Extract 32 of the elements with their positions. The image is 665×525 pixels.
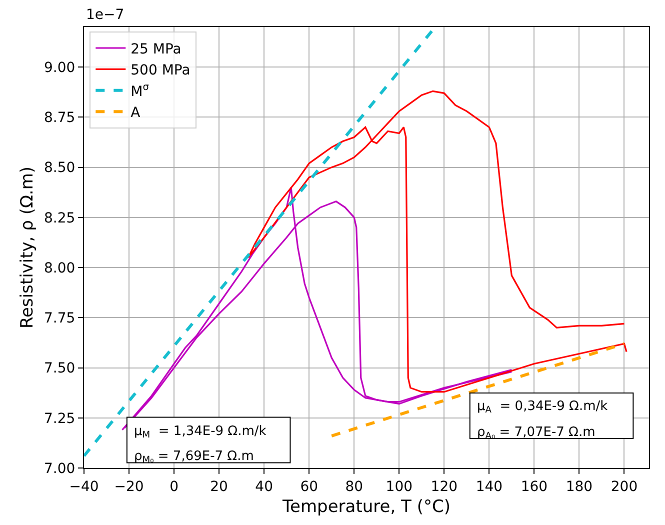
y-tick-label: 7.00 <box>44 460 76 477</box>
text: 1e−7 <box>86 7 124 23</box>
y-tick-label: 7.75 <box>44 310 76 327</box>
legend-label: M$^{σ}$ <box>130 82 149 100</box>
x-tick-label: 180 <box>566 478 593 495</box>
y-tick-label: 8.25 <box>44 210 76 226</box>
x-tick-label: 120 <box>430 478 458 495</box>
y-axis-title: Resistivity, ρ (Ω.m) <box>18 166 38 329</box>
legend-label: 500 MPa <box>130 62 190 79</box>
x-tick-label: 100 <box>386 478 413 495</box>
y-tick-label: 7.50 <box>44 360 76 377</box>
y-tick-label: 8.75 <box>44 110 76 126</box>
x-tick-label: 200 <box>610 478 638 495</box>
x-axis-title: Temperature, T (°C) <box>282 497 450 518</box>
y-tick-label: 7.25 <box>44 410 76 427</box>
x-tick-label: −20 <box>114 478 144 495</box>
x-tick-label: 40 <box>255 478 273 495</box>
x-tick-label: 160 <box>520 478 548 495</box>
annotation: μ$_{M}$ = 1,34E-9 Ω.m/k <box>134 424 267 441</box>
y-tick-label: 9.00 <box>44 60 76 76</box>
y-tick-label: 8.00 <box>44 260 76 276</box>
annotation: ρ$_{M₀}$ = 7,69E-7 Ω.m <box>134 449 254 466</box>
legend-label: A <box>130 105 141 122</box>
x-tick-label: 80 <box>345 478 364 495</box>
x-tick-label: −40 <box>69 478 99 495</box>
legend-label: 25 MPa <box>130 41 182 58</box>
x-tick-label: 140 <box>476 478 503 495</box>
x-tick-label: 60 <box>300 478 318 495</box>
x-tick-label: 0 <box>170 478 178 495</box>
x-tick-label: 20 <box>210 478 228 495</box>
y-tick-label: 8.50 <box>44 160 76 176</box>
annotation: μ$_{A}$ = 0,34E-9 Ω.m/k <box>477 399 608 416</box>
